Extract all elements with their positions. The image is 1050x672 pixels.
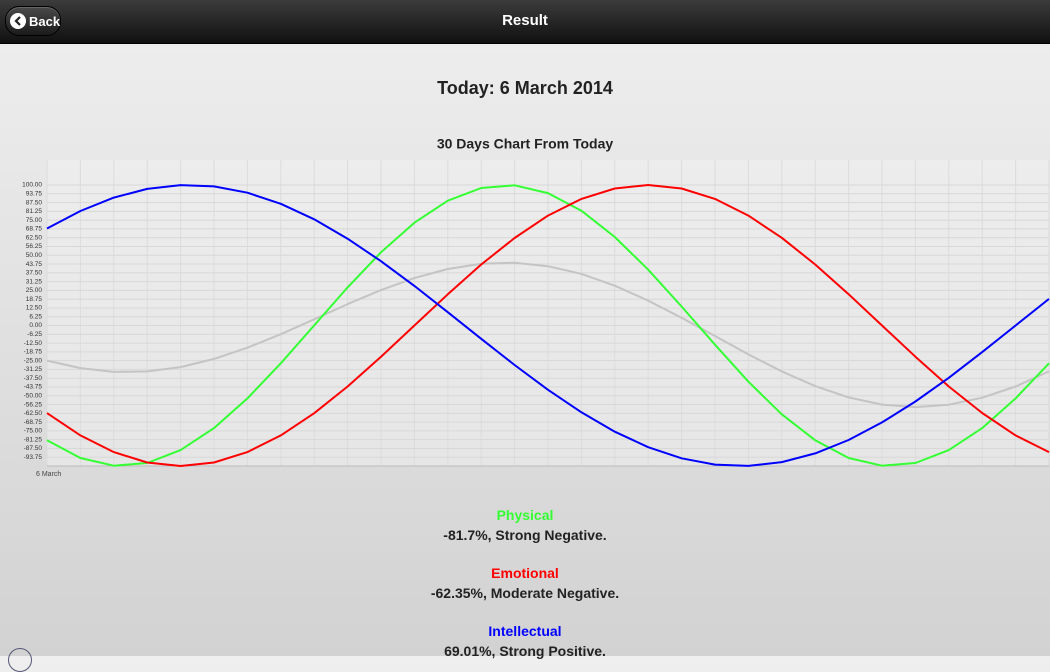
corner-icon[interactable]	[8, 648, 32, 672]
y-tick-label: 6.25	[29, 313, 42, 320]
today-heading: Today: 6 March 2014	[437, 78, 613, 98]
y-tick-label: -75.00	[24, 428, 43, 435]
y-tick-label: -62.50	[24, 410, 43, 417]
y-tick-label: -31.25	[24, 366, 43, 373]
result-item: Physical -81.7%, Strong Negative.	[0, 507, 1050, 543]
y-tick-label: -25.00	[24, 357, 43, 364]
y-tick-label: -37.50	[24, 375, 43, 382]
y-tick-label: 43.75	[26, 261, 43, 268]
y-tick-label: -12.50	[24, 340, 43, 347]
y-tick-label: 93.75	[26, 191, 43, 198]
chart-title: 30 Days Chart From Today	[437, 136, 614, 152]
back-icon	[10, 13, 26, 29]
series-line	[46, 184, 1050, 467]
y-tick-label: 37.50	[26, 270, 43, 277]
y-tick-label: 12.50	[26, 305, 43, 312]
y-tick-label: 68.75	[26, 226, 43, 233]
x-tick-label: 6 March	[36, 471, 61, 478]
result-name: Intellectual	[488, 623, 562, 639]
result-text: -62.35%, Moderate Negative.	[430, 585, 620, 601]
y-tick-label: 31.25	[26, 278, 43, 285]
y-tick-label: 25.00	[26, 287, 43, 294]
result-item: Intellectual 69.01%, Strong Positive.	[0, 623, 1050, 659]
result-name: Emotional	[491, 565, 559, 581]
y-tick-label: -50.00	[24, 392, 43, 399]
y-tick-label: 81.25	[26, 208, 43, 215]
y-tick-label: 50.00	[26, 252, 43, 259]
series-line	[46, 184, 1050, 467]
y-tick-label: -56.25	[24, 401, 43, 408]
y-tick-label: 56.25	[26, 243, 43, 250]
y-tick-label: 75.00	[26, 217, 43, 224]
y-tick-label: 87.50	[26, 199, 43, 206]
y-tick-label: -18.75	[24, 349, 43, 356]
y-tick-label: 62.50	[26, 234, 43, 241]
y-tick-label: -43.75	[24, 384, 43, 391]
header-title: Result	[502, 12, 548, 29]
result-item: Emotional -62.35%, Moderate Negative.	[0, 565, 1050, 601]
y-tick-label: 100.00	[22, 182, 42, 189]
y-tick-label: -81.25	[24, 436, 43, 443]
y-tick-label: -87.50	[24, 445, 43, 452]
y-tick-label: -93.75	[24, 454, 43, 461]
y-tick-label: 18.75	[26, 296, 43, 303]
y-tick-label: -6.25	[27, 331, 42, 338]
back-label[interactable]: Back	[29, 14, 61, 29]
back-button[interactable]: Back	[5, 6, 61, 36]
result-text: -81.7%, Strong Negative.	[443, 527, 607, 543]
result-text: 69.01%, Strong Positive.	[444, 643, 606, 659]
chart: 30 Days Chart From Today 6 March 100.00 93…	[22, 136, 1050, 478]
result-name: Physical	[496, 507, 554, 523]
series-line	[46, 261, 1050, 409]
series-line	[46, 184, 1050, 467]
header-bar: Back Result	[0, 0, 1050, 44]
y-tick-label: -68.75	[24, 419, 43, 426]
y-tick-label: 0.00	[29, 322, 42, 329]
